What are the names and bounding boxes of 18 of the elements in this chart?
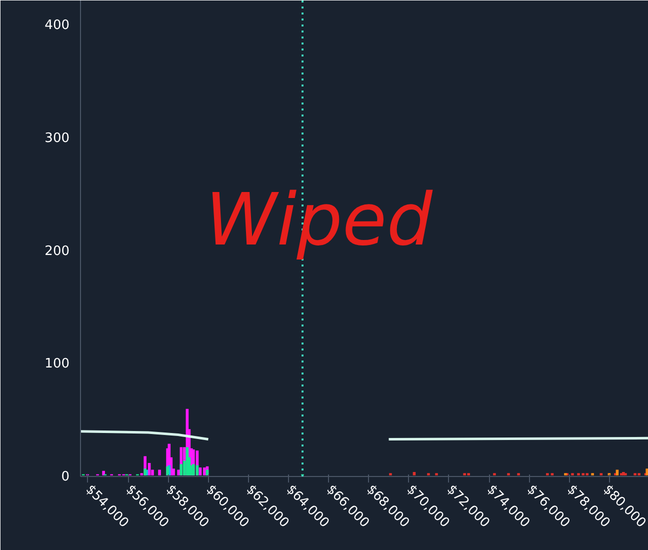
y-tick-label: 100 (44, 356, 70, 372)
bar (196, 465, 199, 476)
y-tick-label: 0 (61, 469, 70, 484)
annotation: Wiped (206, 178, 434, 262)
bar (158, 470, 161, 476)
y-tick-label: 300 (44, 130, 70, 146)
bar (102, 470, 105, 476)
bar (203, 467, 206, 476)
bar (180, 464, 183, 476)
bar (646, 468, 648, 476)
bar (177, 470, 180, 476)
y-tick-label: 200 (44, 244, 70, 259)
y-tick-label: 400 (44, 18, 70, 34)
line-series (80, 430, 210, 441)
bar (198, 467, 202, 476)
bar (206, 470, 209, 476)
bar (616, 470, 619, 476)
bar (412, 472, 416, 476)
